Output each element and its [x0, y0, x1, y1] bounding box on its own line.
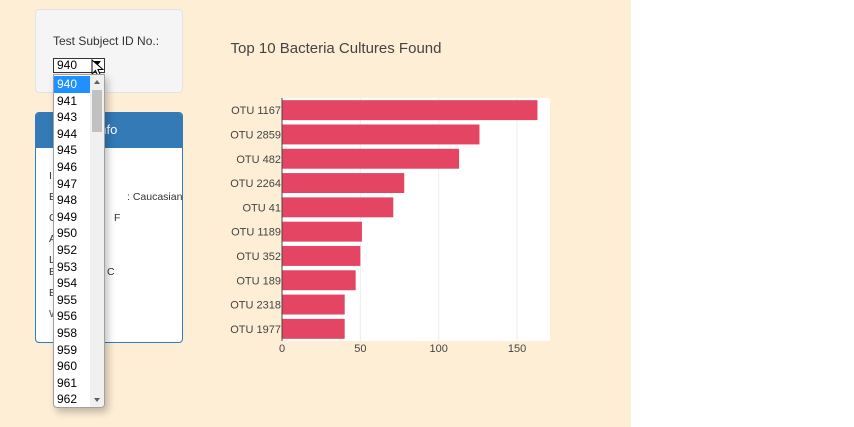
- dropdown-option[interactable]: 946: [57, 160, 78, 174]
- dropdown-option[interactable]: 941: [57, 93, 78, 108]
- y-tick-label: OTU 1977: [230, 324, 281, 336]
- dropdown-option[interactable]: 952: [57, 243, 78, 257]
- dropdown-option[interactable]: 950: [57, 226, 78, 241]
- dropdown-option[interactable]: 960: [57, 359, 78, 374]
- dropdown-option[interactable]: 940: [54, 76, 90, 93]
- dropdown-option[interactable]: 947: [57, 176, 78, 191]
- dropdown-option[interactable]: 949: [57, 209, 78, 224]
- metadata-row: E: Caucasian: [49, 191, 183, 203]
- bar[interactable]: [282, 148, 460, 169]
- bar-chart: Top 10 Bacteria Cultures Found 0 50 100 150…: [230, 40, 550, 355]
- x-tick-label: 100: [430, 343, 448, 355]
- bar[interactable]: [282, 318, 345, 339]
- dropdown-option[interactable]: 961: [57, 375, 78, 390]
- chart-title: Top 10 Bacteria Cultures Found: [231, 40, 442, 57]
- metadata-row: A: [49, 233, 56, 245]
- metadata-row: EC: [49, 266, 115, 278]
- subject-id-selected-value: 940: [57, 58, 78, 72]
- subject-id-label: Test Subject ID No.:: [53, 34, 160, 48]
- plot-area: 0 50 100 150 OTU 1167 OTU 2859 OTU 482 OTU 2264…: [230, 98, 550, 355]
- metadata-row: E: [49, 287, 56, 299]
- y-tick-label: OTU 41: [242, 202, 281, 214]
- x-tick-label: 50: [354, 343, 366, 355]
- y-tick-label: OTU 352: [236, 251, 281, 263]
- dropdown-scrollbar[interactable]: [90, 75, 104, 407]
- dropdown-option[interactable]: 956: [57, 309, 78, 324]
- y-tick-label: OTU 2264: [230, 178, 281, 190]
- x-tick-label: 0: [279, 343, 285, 355]
- bar[interactable]: [282, 270, 356, 291]
- y-tick-label: OTU 2859: [230, 129, 281, 141]
- dropdown-option[interactable]: 945: [57, 143, 78, 158]
- y-tick-label: OTU 189: [236, 275, 281, 287]
- bar[interactable]: [282, 124, 480, 145]
- bar[interactable]: [282, 197, 394, 218]
- y-tick-label: OTU 1189: [231, 227, 281, 239]
- y-tick-label: OTU 2318: [230, 300, 281, 312]
- scrollbar-thumb[interactable]: [92, 90, 102, 132]
- dropdown-option[interactable]: 943: [57, 110, 78, 125]
- dropdown-option[interactable]: 959: [57, 342, 78, 357]
- metadata-row: L: [49, 254, 55, 266]
- dropdown-option[interactable]: 954: [57, 276, 78, 291]
- chevron-down-icon[interactable]: [93, 61, 101, 66]
- bar[interactable]: [282, 245, 361, 266]
- bar[interactable]: [282, 294, 345, 315]
- dropdown-option[interactable]: 944: [57, 126, 78, 141]
- subject-id-dropdown-list[interactable]: 940 941 943 944 945 946 947 948 949 950 952 953 954 9…: [53, 74, 105, 408]
- dropdown-option[interactable]: 948: [57, 193, 78, 208]
- scroll-down-arrow-icon[interactable]: [94, 398, 100, 402]
- dropdown-option[interactable]: 962: [57, 392, 78, 407]
- dropdown-option[interactable]: 953: [57, 259, 78, 274]
- dropdown-option[interactable]: 958: [57, 326, 78, 340]
- bar[interactable]: [282, 221, 362, 242]
- dropdown-option[interactable]: 955: [57, 292, 78, 307]
- metadata-row: I: [49, 170, 52, 182]
- y-tick-label: OTU 1167: [231, 105, 281, 117]
- x-tick-label: 150: [508, 343, 526, 355]
- y-tick-label: OTU 482: [236, 154, 281, 166]
- scroll-up-arrow-icon[interactable]: [94, 80, 100, 84]
- bar[interactable]: [282, 173, 405, 194]
- bar[interactable]: [282, 100, 538, 121]
